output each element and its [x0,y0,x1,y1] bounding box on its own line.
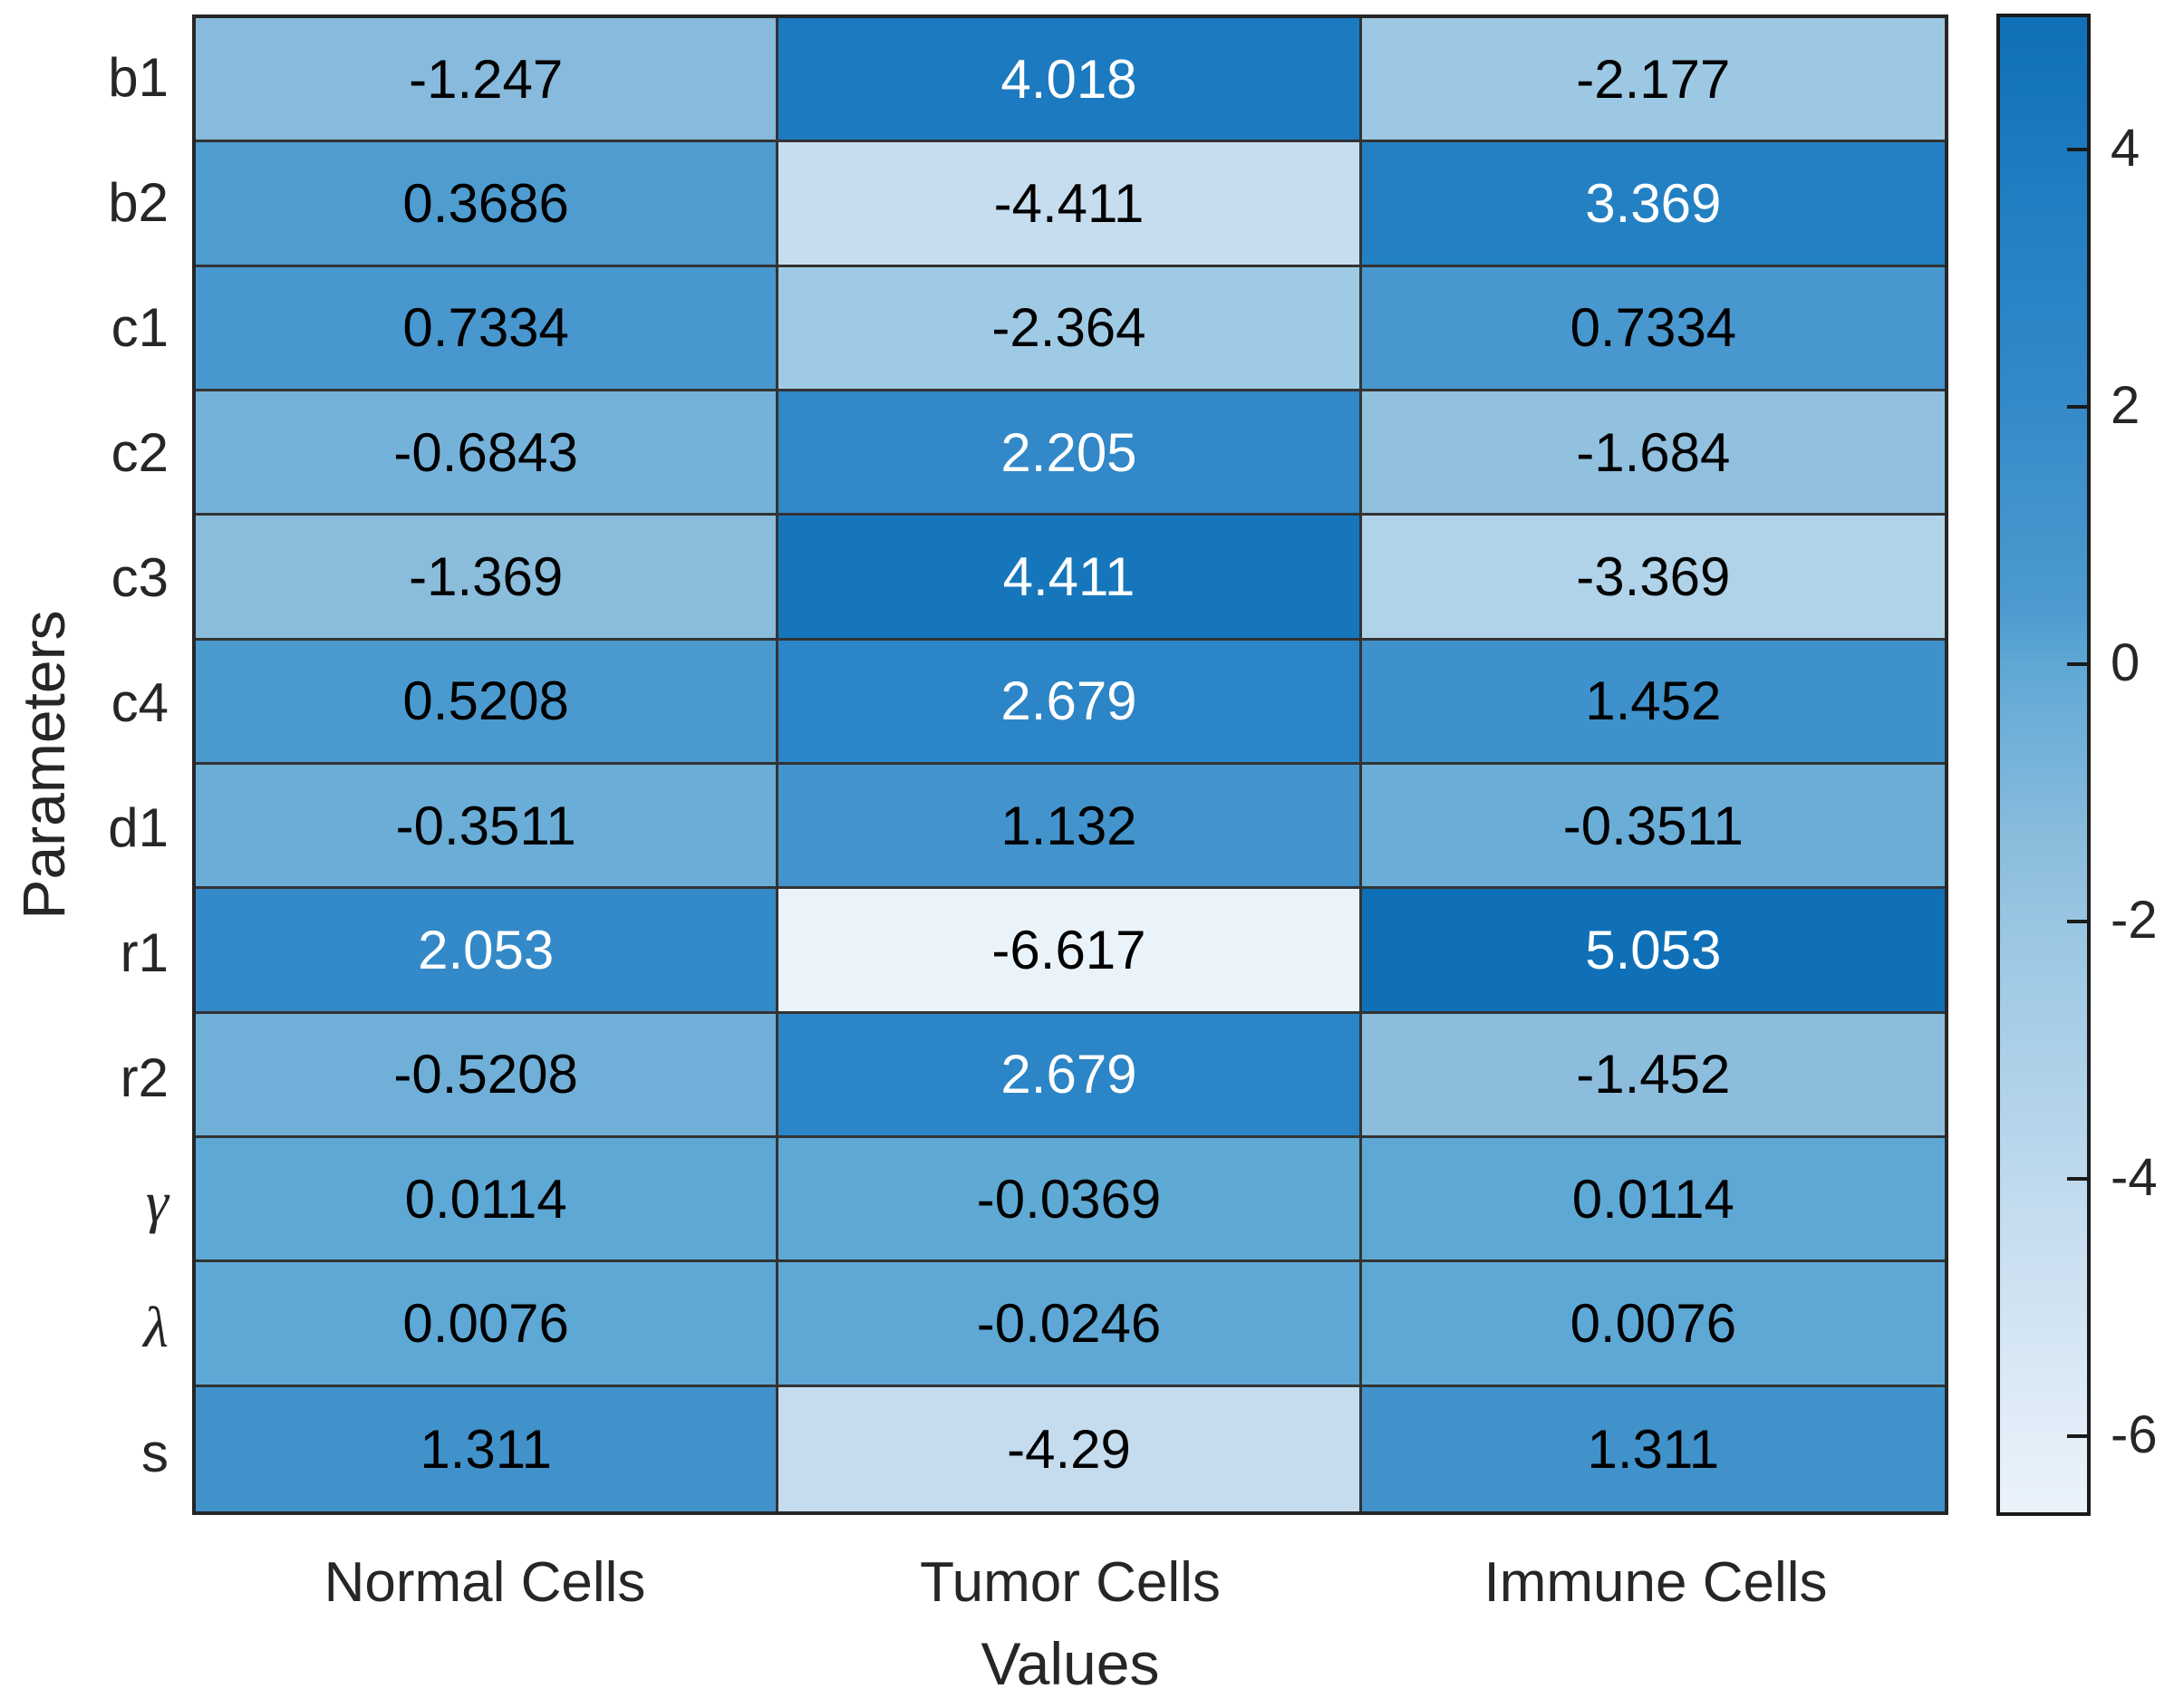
heatmap-cell: 1.452 [1361,640,1945,765]
row-label: s [141,1422,169,1483]
colorbar-tick-label: -6 [2111,1405,2158,1465]
heatmap-cell: -0.3511 [1361,764,1945,890]
colorbar-tick-label: 2 [2111,375,2140,435]
heatmap-cell: -0.0246 [778,1262,1362,1387]
colorbar-tick [2067,661,2087,666]
colorbar-tick-label: 4 [2111,118,2140,178]
heatmap-cell: 0.0076 [1361,1262,1945,1387]
heatmap-cell: 0.0114 [196,1137,779,1263]
column-labels-container: Normal Cells Tumor Cells Immune Cells [192,1546,1948,1618]
colorbar-tick [2067,404,2087,409]
colorbar-tick [2067,1434,2087,1439]
colorbar-gradient [1996,14,2091,1516]
column-label: Immune Cells [1483,1550,1828,1614]
heatmap-cell: -0.6843 [196,391,779,516]
row-label: b2 [108,171,169,233]
heatmap-cell: 0.3686 [196,142,779,267]
heatmap-cell: -3.369 [1361,516,1945,641]
heatmap-cell: 3.369 [1361,142,1945,267]
heatmap-cell: 5.053 [1361,889,1945,1014]
row-label: c4 [111,671,169,733]
row-label: c3 [111,546,169,608]
heatmap-cell: 0.5208 [196,640,779,765]
heatmap-cell: -4.29 [778,1386,1362,1511]
heatmap-cell: -2.364 [778,266,1362,391]
column-label: Normal Cells [324,1550,646,1614]
row-label: d1 [108,796,169,858]
heatmap-cell: -1.369 [196,516,779,641]
heatmap-cell: 2.679 [778,640,1362,765]
colorbar-tick [2067,1177,2087,1182]
heatmap-cell: 2.053 [196,889,779,1014]
colorbar-tick-label: -4 [2111,1148,2158,1208]
heatmap-cell: 0.7334 [196,266,779,391]
heatmap-cell: -4.411 [778,142,1362,267]
heatmap-cell: 4.018 [778,18,1362,143]
row-label: c2 [111,421,169,483]
heatmap-cell: -1.684 [1361,391,1945,516]
heatmap-cell: 1.311 [196,1386,779,1511]
colorbar-tick [2067,147,2087,151]
heatmap-cell: -6.617 [778,889,1362,1014]
row-label: γ [145,1170,169,1234]
heatmap-cell: 0.0114 [1361,1137,1945,1263]
x-axis-label: Values [981,1630,1160,1697]
heatmap-cell: 0.7334 [1361,266,1945,391]
column-label: Tumor Cells [920,1550,1221,1614]
heatmap-cell: 1.132 [778,764,1362,890]
heatmap-cell: 2.205 [778,391,1362,516]
row-label: r2 [120,1047,169,1108]
heatmap-cell: -2.177 [1361,18,1945,143]
heatmap-cell: -0.0369 [778,1137,1362,1263]
row-label: b1 [108,46,169,108]
colorbar: 4 2 0 -2 -4 -6 [1996,14,2174,1516]
heatmap-cell: 2.679 [778,1013,1362,1138]
row-label: λ [143,1295,169,1359]
heatmap-grid: -1.247 4.018 -2.177 0.3686 -4.411 3.369 0.7334… [192,14,1948,1515]
row-label: c1 [111,296,169,358]
colorbar-tick-label: -2 [2111,891,2158,950]
heatmap-cell: 1.311 [1361,1386,1945,1511]
heatmap-cell: -1.452 [1361,1013,1945,1138]
heatmap-cell: -0.3511 [196,764,779,890]
heatmap-cell: -0.5208 [196,1013,779,1138]
heatmap-cell: 0.0076 [196,1262,779,1387]
heatmap-cell: 4.411 [778,516,1362,641]
row-label: r1 [120,922,169,983]
heatmap-cell: -1.247 [196,18,779,143]
colorbar-tick [2067,920,2087,924]
row-labels-container: b1 b2 c1 c2 c3 c4 d1 r1 r2 γ λ s [0,14,169,1515]
colorbar-tick-label: 0 [2111,633,2140,693]
